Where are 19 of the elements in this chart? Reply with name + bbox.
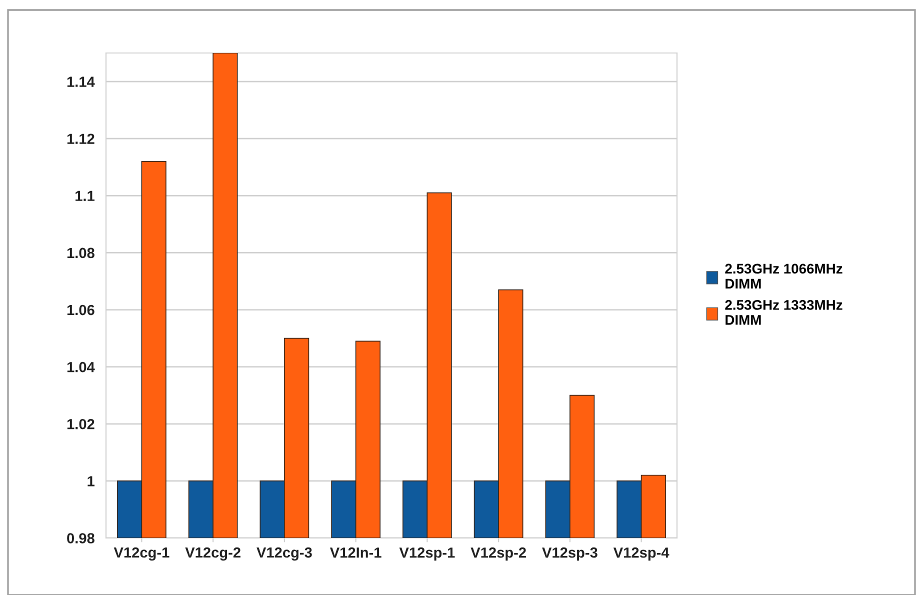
legend-label: 2.53GHz 1066MHz DIMM: [725, 264, 842, 288]
x-tick-label: V12cg-2: [185, 547, 240, 561]
y-tick-label: 0.98: [67, 533, 94, 544]
x-tick-label: V12sp-3: [542, 547, 598, 561]
x-tick-label: V12sp-1: [399, 547, 455, 561]
y-tick-label: 1.12: [67, 134, 94, 144]
y-tick-label: 1: [88, 476, 94, 486]
x-tick-label: V12cg-3: [256, 547, 312, 561]
y-tick-label: 1.04: [67, 362, 95, 372]
y-tick-label: 1.08: [67, 248, 94, 258]
x-tick-label: V12cg-1: [114, 547, 170, 561]
y-tick-label: 1.1: [76, 190, 94, 201]
x-tick-label: V12In-1: [330, 547, 382, 558]
y-tick-label: 1.14: [67, 76, 95, 87]
y-tick-label: 1.06: [67, 304, 94, 316]
y-tick-label: 1.02: [67, 418, 94, 430]
legend-label: 2.53GHz 1333MHz DIMM: [725, 300, 842, 325]
x-tick-label: V12sp-2: [470, 547, 526, 561]
x-tick-label: V12sp-4: [613, 547, 670, 561]
